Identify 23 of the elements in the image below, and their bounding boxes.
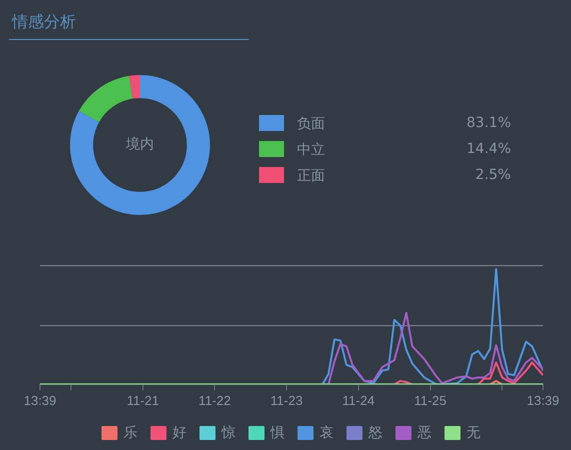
legend-label: 恶 (416, 424, 432, 440)
x-tick-label: 13:39 (526, 392, 560, 408)
legend-label: 负面 (297, 115, 325, 133)
legend-label: 好 (172, 424, 186, 440)
x-tick-label: 11-23 (270, 392, 303, 408)
chart-title: 情感分析 (9, 12, 249, 40)
legend-label: 中立 (297, 141, 325, 159)
x-tick-label: 11-21 (126, 392, 159, 408)
data-label: 83.1% (466, 115, 511, 131)
data-label: 14.4% (466, 141, 511, 157)
text: 境内 (125, 136, 154, 153)
x-tick-label: 11-22 (198, 392, 231, 408)
legend-label: 惧 (270, 424, 284, 440)
x-tick-label: 11-24 (342, 392, 375, 408)
legend-label: 惊 (220, 424, 236, 440)
legend-label: 无 (466, 424, 480, 440)
legend-label: 哀 (320, 424, 334, 440)
x-tick-label: 13:39 (24, 392, 56, 408)
legend-label: 乐 (124, 424, 138, 440)
x-tick-label: 11-25 (414, 392, 446, 408)
legend-label: 正面 (297, 167, 325, 185)
data-label: 2.5% (475, 167, 511, 183)
legend-label: 怒 (368, 424, 382, 440)
